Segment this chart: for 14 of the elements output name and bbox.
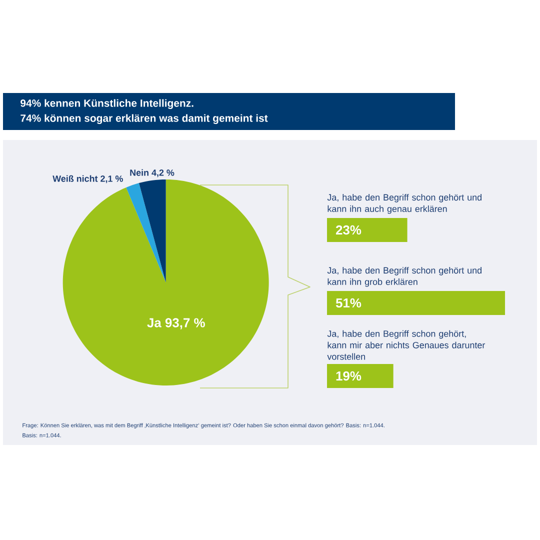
slice-label: Weiß nicht <box>52 175 98 182</box>
y-tick-label: Ja, habe den Begriff schon gehört und kann ihn auch genau erklären <box>327 194 482 214</box>
data-label: 4,2 % <box>152 169 174 178</box>
chart-subtitle: 74% können sogar erklären was damit gemeint ist <box>20 114 268 124</box>
y-tick-label: Ja, habe den Begriff schon gehört und kann ihn grob erklären <box>327 266 482 287</box>
y-tick-label: Ja, habe den Begriff schon gehört, kann mir aber nichts Genaues darunter vorstellen <box>327 330 486 360</box>
data-label: 2,1 % <box>100 175 123 184</box>
data-label: 23% <box>336 225 362 235</box>
data-label: 93,7 % <box>165 318 205 330</box>
data-label: 19% <box>336 371 362 381</box>
slice-label: Nein <box>130 169 148 176</box>
slice-label: Ja <box>147 318 162 328</box>
chart-title: 94% kennen Künstliche Intelligenz. <box>20 99 194 109</box>
data-label: 51% <box>336 298 362 308</box>
